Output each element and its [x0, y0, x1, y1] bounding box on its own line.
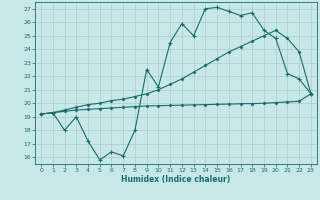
X-axis label: Humidex (Indice chaleur): Humidex (Indice chaleur) [121, 175, 231, 184]
